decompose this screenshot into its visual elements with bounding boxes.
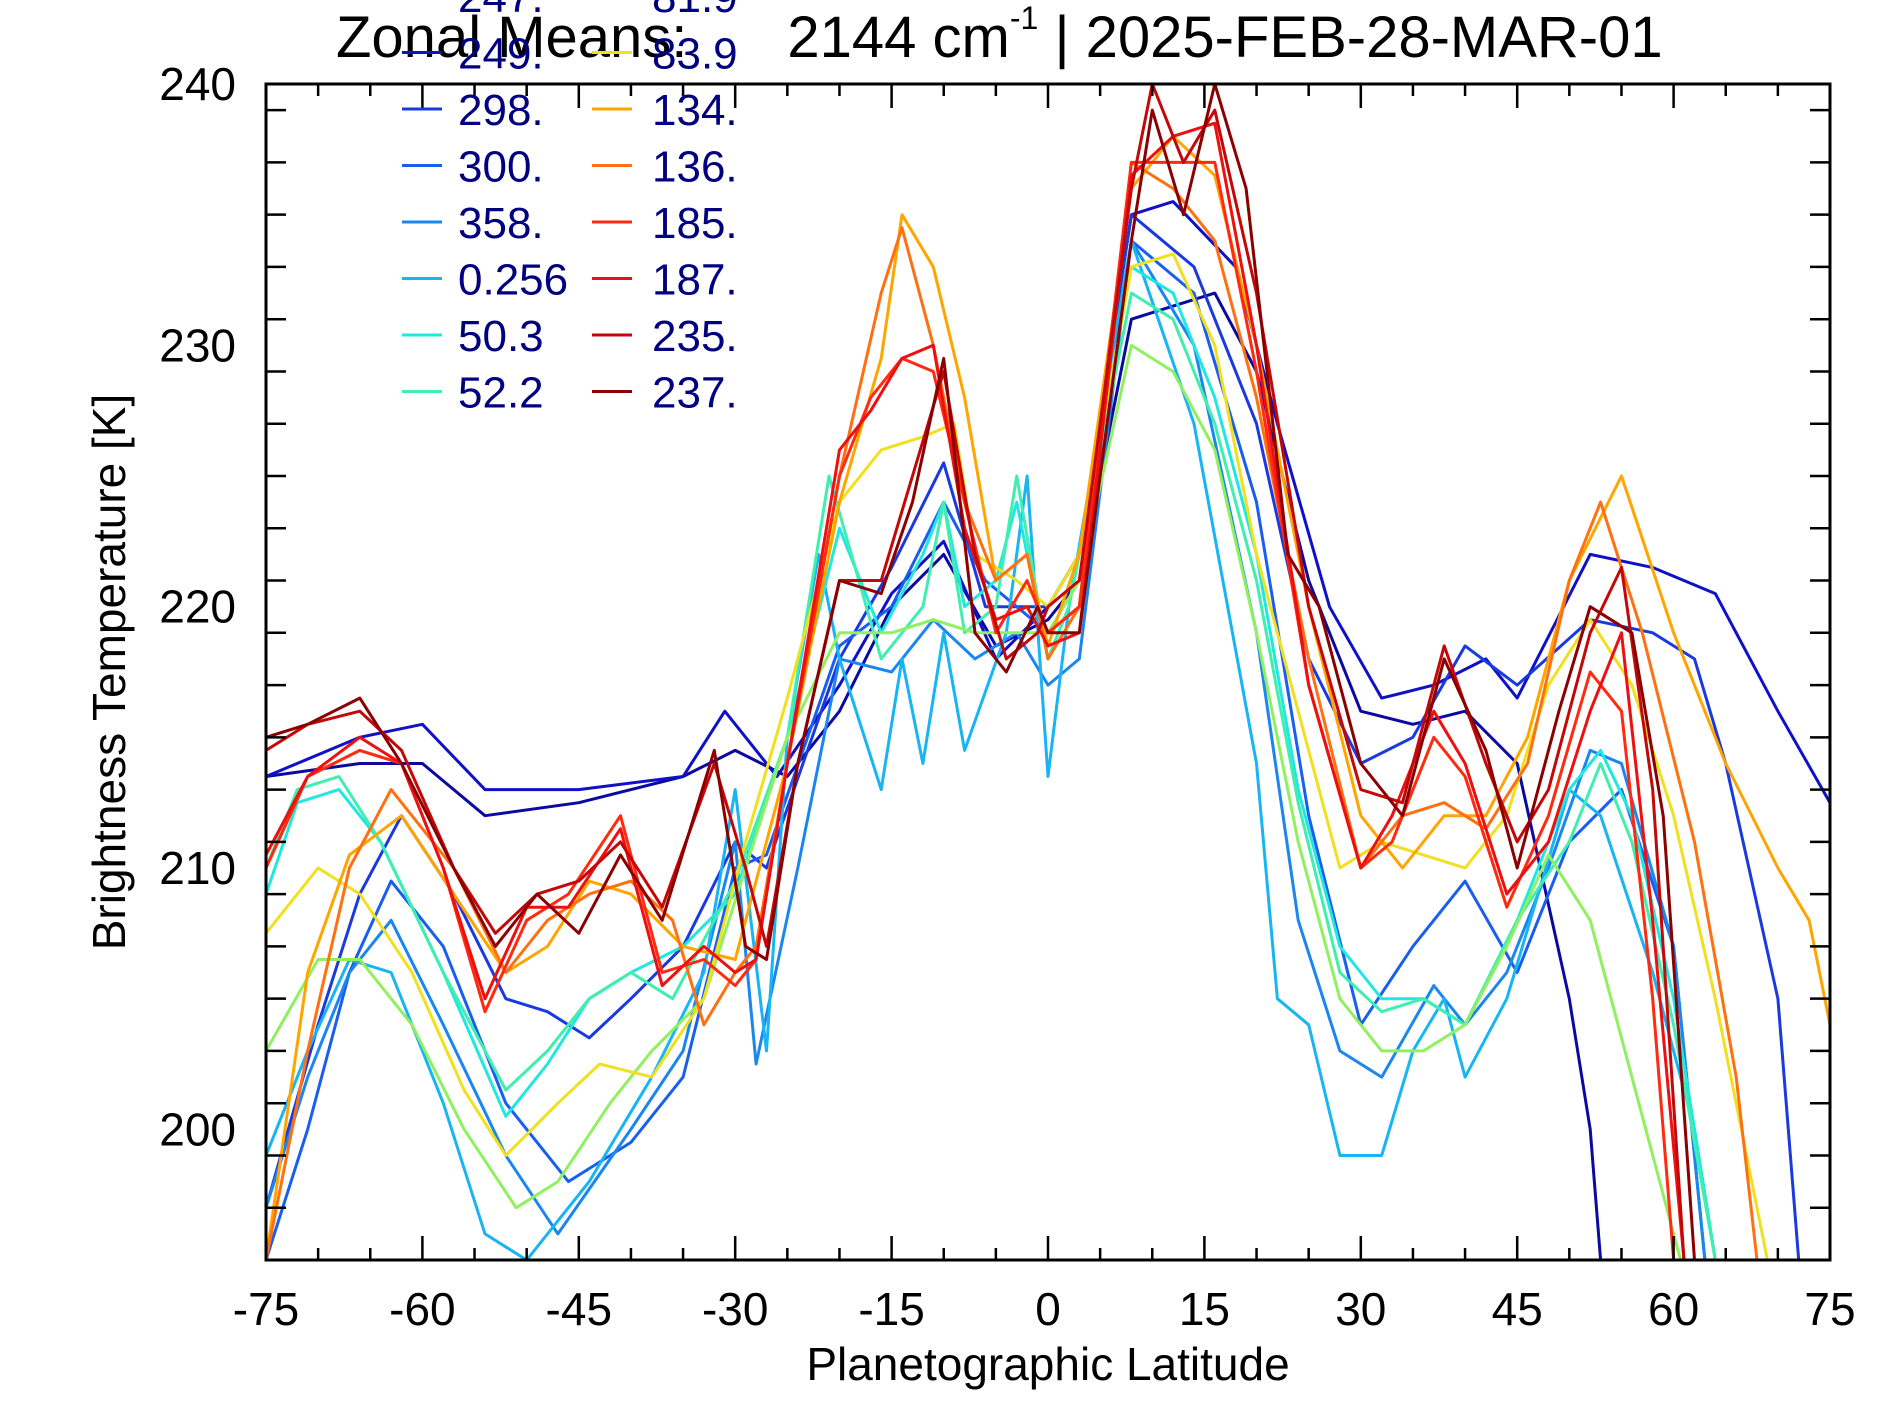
series-line-8 (266, 343, 1683, 1260)
x-tick-labels: -75 -60 -45 -30 -15 0 15 30 45 60 75 (233, 1283, 1856, 1335)
x-tick-label: 15 (1179, 1283, 1230, 1335)
legend-label: 300. (458, 143, 544, 192)
series-line-11 (266, 160, 1759, 1260)
x-tick-label: -15 (858, 1283, 924, 1335)
legend-label: 247. (458, 0, 544, 22)
x-tick-label: -45 (546, 1283, 612, 1335)
y-tick-label: 220 (159, 581, 236, 633)
axis-ticks (264, 84, 1832, 1262)
legend-label: 187. (652, 256, 738, 305)
series-line-15 (266, 84, 1696, 1260)
x-tick-label: -60 (389, 1283, 455, 1335)
legend-label: 358. (458, 199, 544, 248)
legend-label: 136. (652, 143, 738, 192)
y-tick-label: 210 (159, 842, 236, 894)
x-tick-label: 75 (1804, 1283, 1855, 1335)
legend-label: 83.9 (652, 30, 738, 79)
x-axis-label: Planetographic Latitude (806, 1338, 1289, 1390)
legend-label: 0.256 (458, 256, 568, 305)
series-line-0 (266, 291, 1603, 1260)
legend-label: 237. (652, 369, 738, 418)
x-tick-label: 45 (1492, 1283, 1543, 1335)
x-tick-label: -75 (233, 1283, 299, 1335)
title-date: | 2025-FEB-28-MAR-01 (1038, 5, 1662, 70)
chart-title: Zonal Means: 2144 cm-1 | 2025-FEB-28-MAR-… (336, 0, 1663, 70)
y-tick-label: 230 (159, 319, 236, 371)
x-tick-label: 0 (1035, 1283, 1061, 1335)
series-line-7 (266, 291, 1717, 1260)
series-line-14 (266, 84, 1686, 1260)
legend-label: 235. (652, 312, 738, 361)
y-tick-label: 200 (159, 1103, 236, 1155)
legend-label: 298. (458, 86, 544, 135)
x-tick-label: 60 (1648, 1283, 1699, 1335)
title-main: 2144 cm (787, 5, 1009, 70)
legend-label: 134. (652, 86, 738, 135)
legend-label: 50.3 (458, 312, 544, 361)
legend: 247. 249. 298. 300. 358. 0.256 50.3 52.2 81.9 83.… (402, 0, 738, 418)
y-tick-label: 240 (159, 58, 236, 110)
y-tick-labels: 200 210 220 230 240 (159, 58, 236, 1155)
x-tick-label: -30 (702, 1283, 768, 1335)
legend-label: 185. (652, 199, 738, 248)
y-axis-label: Brightness Temperature [K] (83, 394, 135, 951)
title-label: Zonal Means: (336, 5, 687, 70)
legend-label: 81.9 (652, 0, 738, 22)
legend-label: 249. (458, 30, 544, 79)
legend-label: 52.2 (458, 369, 544, 418)
title-superscript: -1 (1010, 0, 1038, 36)
x-tick-label: 30 (1335, 1283, 1386, 1335)
data-lines (266, 84, 1830, 1260)
chart-title-text: Zonal Means: 2144 cm-1 | 2025-FEB-28-MAR-… (336, 0, 1663, 70)
